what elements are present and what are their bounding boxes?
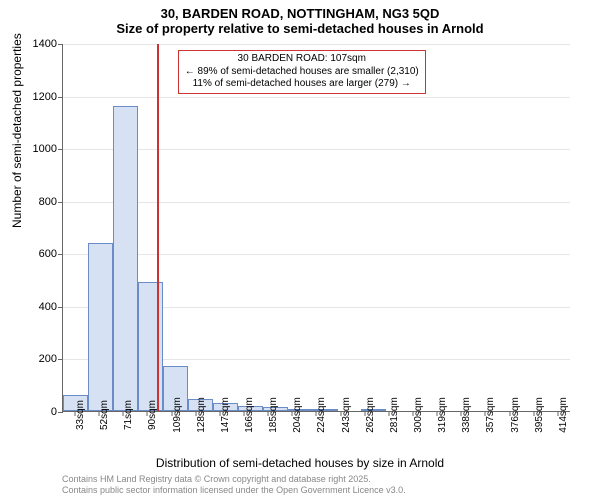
ytick-label: 400 (39, 301, 57, 313)
xtick-label: 281sqm (389, 397, 400, 433)
xtick: 300sqm (401, 411, 425, 451)
y-axis-label: Number of semi-detached properties (10, 33, 24, 228)
footer-line2: Contains public sector information licen… (62, 485, 406, 496)
xtick-label: 147sqm (220, 397, 231, 433)
xtick-label: 166sqm (244, 397, 255, 433)
xtick: 262sqm (353, 411, 377, 451)
xtick-label: 262sqm (365, 397, 376, 433)
ytick-label: 800 (39, 196, 57, 208)
callout-line3: 11% of semi-detached houses are larger (… (185, 78, 419, 91)
xtick-label: 185sqm (268, 397, 279, 433)
xtick: 376sqm (498, 411, 522, 451)
xtick: 395sqm (522, 411, 546, 451)
xtick: 52sqm (87, 411, 111, 451)
xtick-label: 224sqm (316, 397, 327, 433)
x-axis-label: Distribution of semi-detached houses by … (0, 456, 600, 470)
reference-line (157, 44, 159, 411)
callout-line2: ← 89% of semi-detached houses are smalle… (185, 66, 419, 79)
bars-container (63, 44, 570, 411)
xtick: 338sqm (449, 411, 473, 451)
xtick: 281sqm (377, 411, 401, 451)
xtick: 128sqm (184, 411, 208, 451)
xtick-label: 338sqm (461, 397, 472, 433)
xtick-label: 319sqm (437, 397, 448, 433)
xtick: 185sqm (256, 411, 280, 451)
xtick-label: 71sqm (123, 400, 134, 430)
plot-area: 020040060080010001200140033sqm52sqm71sqm… (62, 44, 570, 412)
callout-line1: 30 BARDEN ROAD: 107sqm (185, 53, 419, 66)
xtick: 224sqm (304, 411, 328, 451)
xtick: 204sqm (280, 411, 304, 451)
xtick: 109sqm (160, 411, 184, 451)
xtick: 33sqm (63, 411, 87, 451)
xtick: 90sqm (135, 411, 159, 451)
xtick: 243sqm (329, 411, 353, 451)
attribution-footer: Contains HM Land Registry data © Crown c… (62, 474, 406, 496)
ytick-label: 1000 (33, 143, 57, 155)
ytick-label: 0 (51, 406, 57, 418)
xticks-container: 33sqm52sqm71sqm90sqm109sqm128sqm147sqm16… (63, 411, 570, 451)
histogram-bar (138, 282, 163, 411)
xtick: 147sqm (208, 411, 232, 451)
xtick-label: 300sqm (413, 397, 424, 433)
xtick-label: 109sqm (172, 397, 183, 433)
ytick-label: 200 (39, 353, 57, 365)
histogram-bar (88, 243, 113, 411)
xtick-label: 204sqm (292, 397, 303, 433)
xtick-label: 52sqm (99, 400, 110, 430)
xtick: 71sqm (111, 411, 135, 451)
xtick-label: 395sqm (534, 397, 545, 433)
xtick: 414sqm (546, 411, 570, 451)
xtick-label: 243sqm (341, 397, 352, 433)
xtick: 357sqm (473, 411, 497, 451)
chart-title-line2: Size of property relative to semi-detach… (0, 21, 600, 36)
xtick-label: 33sqm (75, 400, 86, 430)
xtick-label: 357sqm (485, 397, 496, 433)
ytick-label: 600 (39, 248, 57, 260)
xtick: 319sqm (425, 411, 449, 451)
xtick-label: 414sqm (558, 397, 569, 433)
xtick: 166sqm (232, 411, 256, 451)
xtick-label: 376sqm (510, 397, 521, 433)
ytick-label: 1200 (33, 91, 57, 103)
footer-line1: Contains HM Land Registry data © Crown c… (62, 474, 406, 485)
ytick-label: 1400 (33, 38, 57, 50)
callout-box: 30 BARDEN ROAD: 107sqm← 89% of semi-deta… (178, 50, 426, 94)
histogram-bar (113, 106, 138, 411)
chart-title-line1: 30, BARDEN ROAD, NOTTINGHAM, NG3 5QD (0, 6, 600, 21)
xtick-label: 128sqm (196, 397, 207, 433)
